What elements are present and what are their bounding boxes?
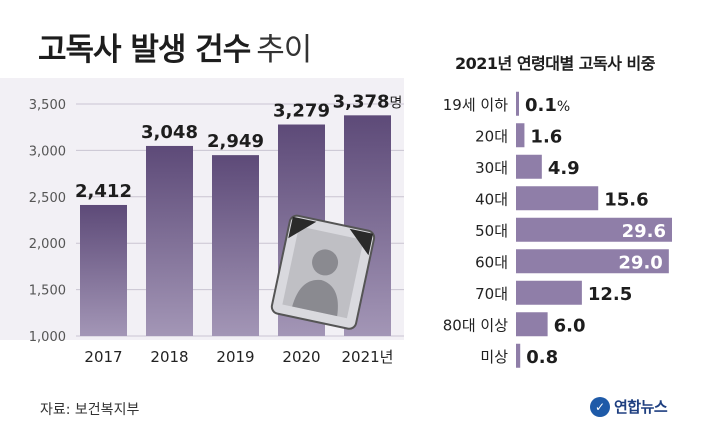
bar-value-label: 2,412 [75, 181, 132, 202]
yonhap-logo-text: 연합뉴스 [614, 398, 668, 416]
bar-value-label: 2,949 [207, 131, 264, 152]
yonhap-logo-icon: ✓ [590, 396, 610, 417]
main-title-group: 고독사 발생 건수 추이 [38, 24, 312, 69]
age-category-label: 19세 이하 [443, 96, 508, 114]
hbar-19세 이하 [516, 91, 519, 116]
x-tick-label: 2020 [282, 348, 320, 366]
age-category-label: 70대 [475, 285, 508, 303]
age-category-label: 미상 [480, 348, 508, 366]
x-tick-label: 2018 [150, 348, 188, 366]
source-note: 자료: 보건복지부 [40, 402, 140, 418]
hbar-value-label: 1.6 [530, 126, 562, 147]
bar-2019 [212, 155, 259, 336]
y-tick-label: 1,500 [29, 284, 66, 299]
bar-2018 [146, 145, 193, 336]
hbar-value-label: 29.6 [622, 221, 666, 242]
hbar-value-label: 4.9 [548, 158, 580, 179]
hbar-value-label: 6.0 [554, 315, 586, 336]
memorial-portrait-icon [270, 214, 376, 330]
age-category-label: 20대 [475, 127, 508, 145]
hbar-50대 [516, 217, 672, 242]
age-category-label: 60대 [475, 253, 508, 271]
hbar-70대 [516, 280, 582, 305]
age-category-label: 80대 이상 [443, 316, 508, 334]
hbar-40대 [516, 186, 599, 211]
hbar-value-label: 15.6 [604, 189, 648, 210]
hbar-미상 [516, 343, 521, 368]
y-tick-label: 1,000 [29, 330, 66, 345]
hbar-60대 [516, 249, 669, 274]
bar-2017 [80, 204, 127, 336]
hbar-value-label: 0.8 [526, 347, 558, 368]
hbar-20대 [516, 123, 525, 148]
x-tick-label: 2017 [84, 348, 122, 366]
x-tick-label: 2021년 [342, 348, 394, 366]
hbar-value-label: 12.5 [588, 284, 632, 305]
age-category-label: 50대 [475, 222, 508, 240]
yonhap-logo: ✓ 연합뉴스 [590, 396, 668, 417]
x-tick-label: 2019 [216, 348, 254, 366]
bar-value-label: 3,279 [273, 101, 330, 122]
hbar-80대 이상 [516, 312, 548, 337]
hbar-value-label: 0.1% [525, 95, 570, 116]
main-title: 고독사 발생 건수 [38, 32, 251, 68]
hbar-value-label: 29.0 [618, 252, 662, 273]
main-title-suffix: 추이 [256, 32, 312, 68]
bar-value-label: 3,048 [141, 122, 198, 143]
bar-value-label: 3,378명 [333, 91, 403, 112]
y-tick-label: 3,000 [29, 144, 66, 159]
age-chart-title: 2021년 연령대별 고독사 비중 [455, 54, 655, 73]
hbar-30대 [516, 154, 542, 179]
y-tick-label: 2,500 [29, 191, 66, 206]
age-category-label: 40대 [475, 190, 508, 208]
y-tick-label: 2,000 [29, 237, 66, 252]
percent-unit-label: % [557, 99, 570, 115]
age-category-label: 30대 [475, 159, 508, 177]
y-tick-label: 3,500 [29, 98, 66, 113]
unit-label: 명 [390, 95, 403, 111]
